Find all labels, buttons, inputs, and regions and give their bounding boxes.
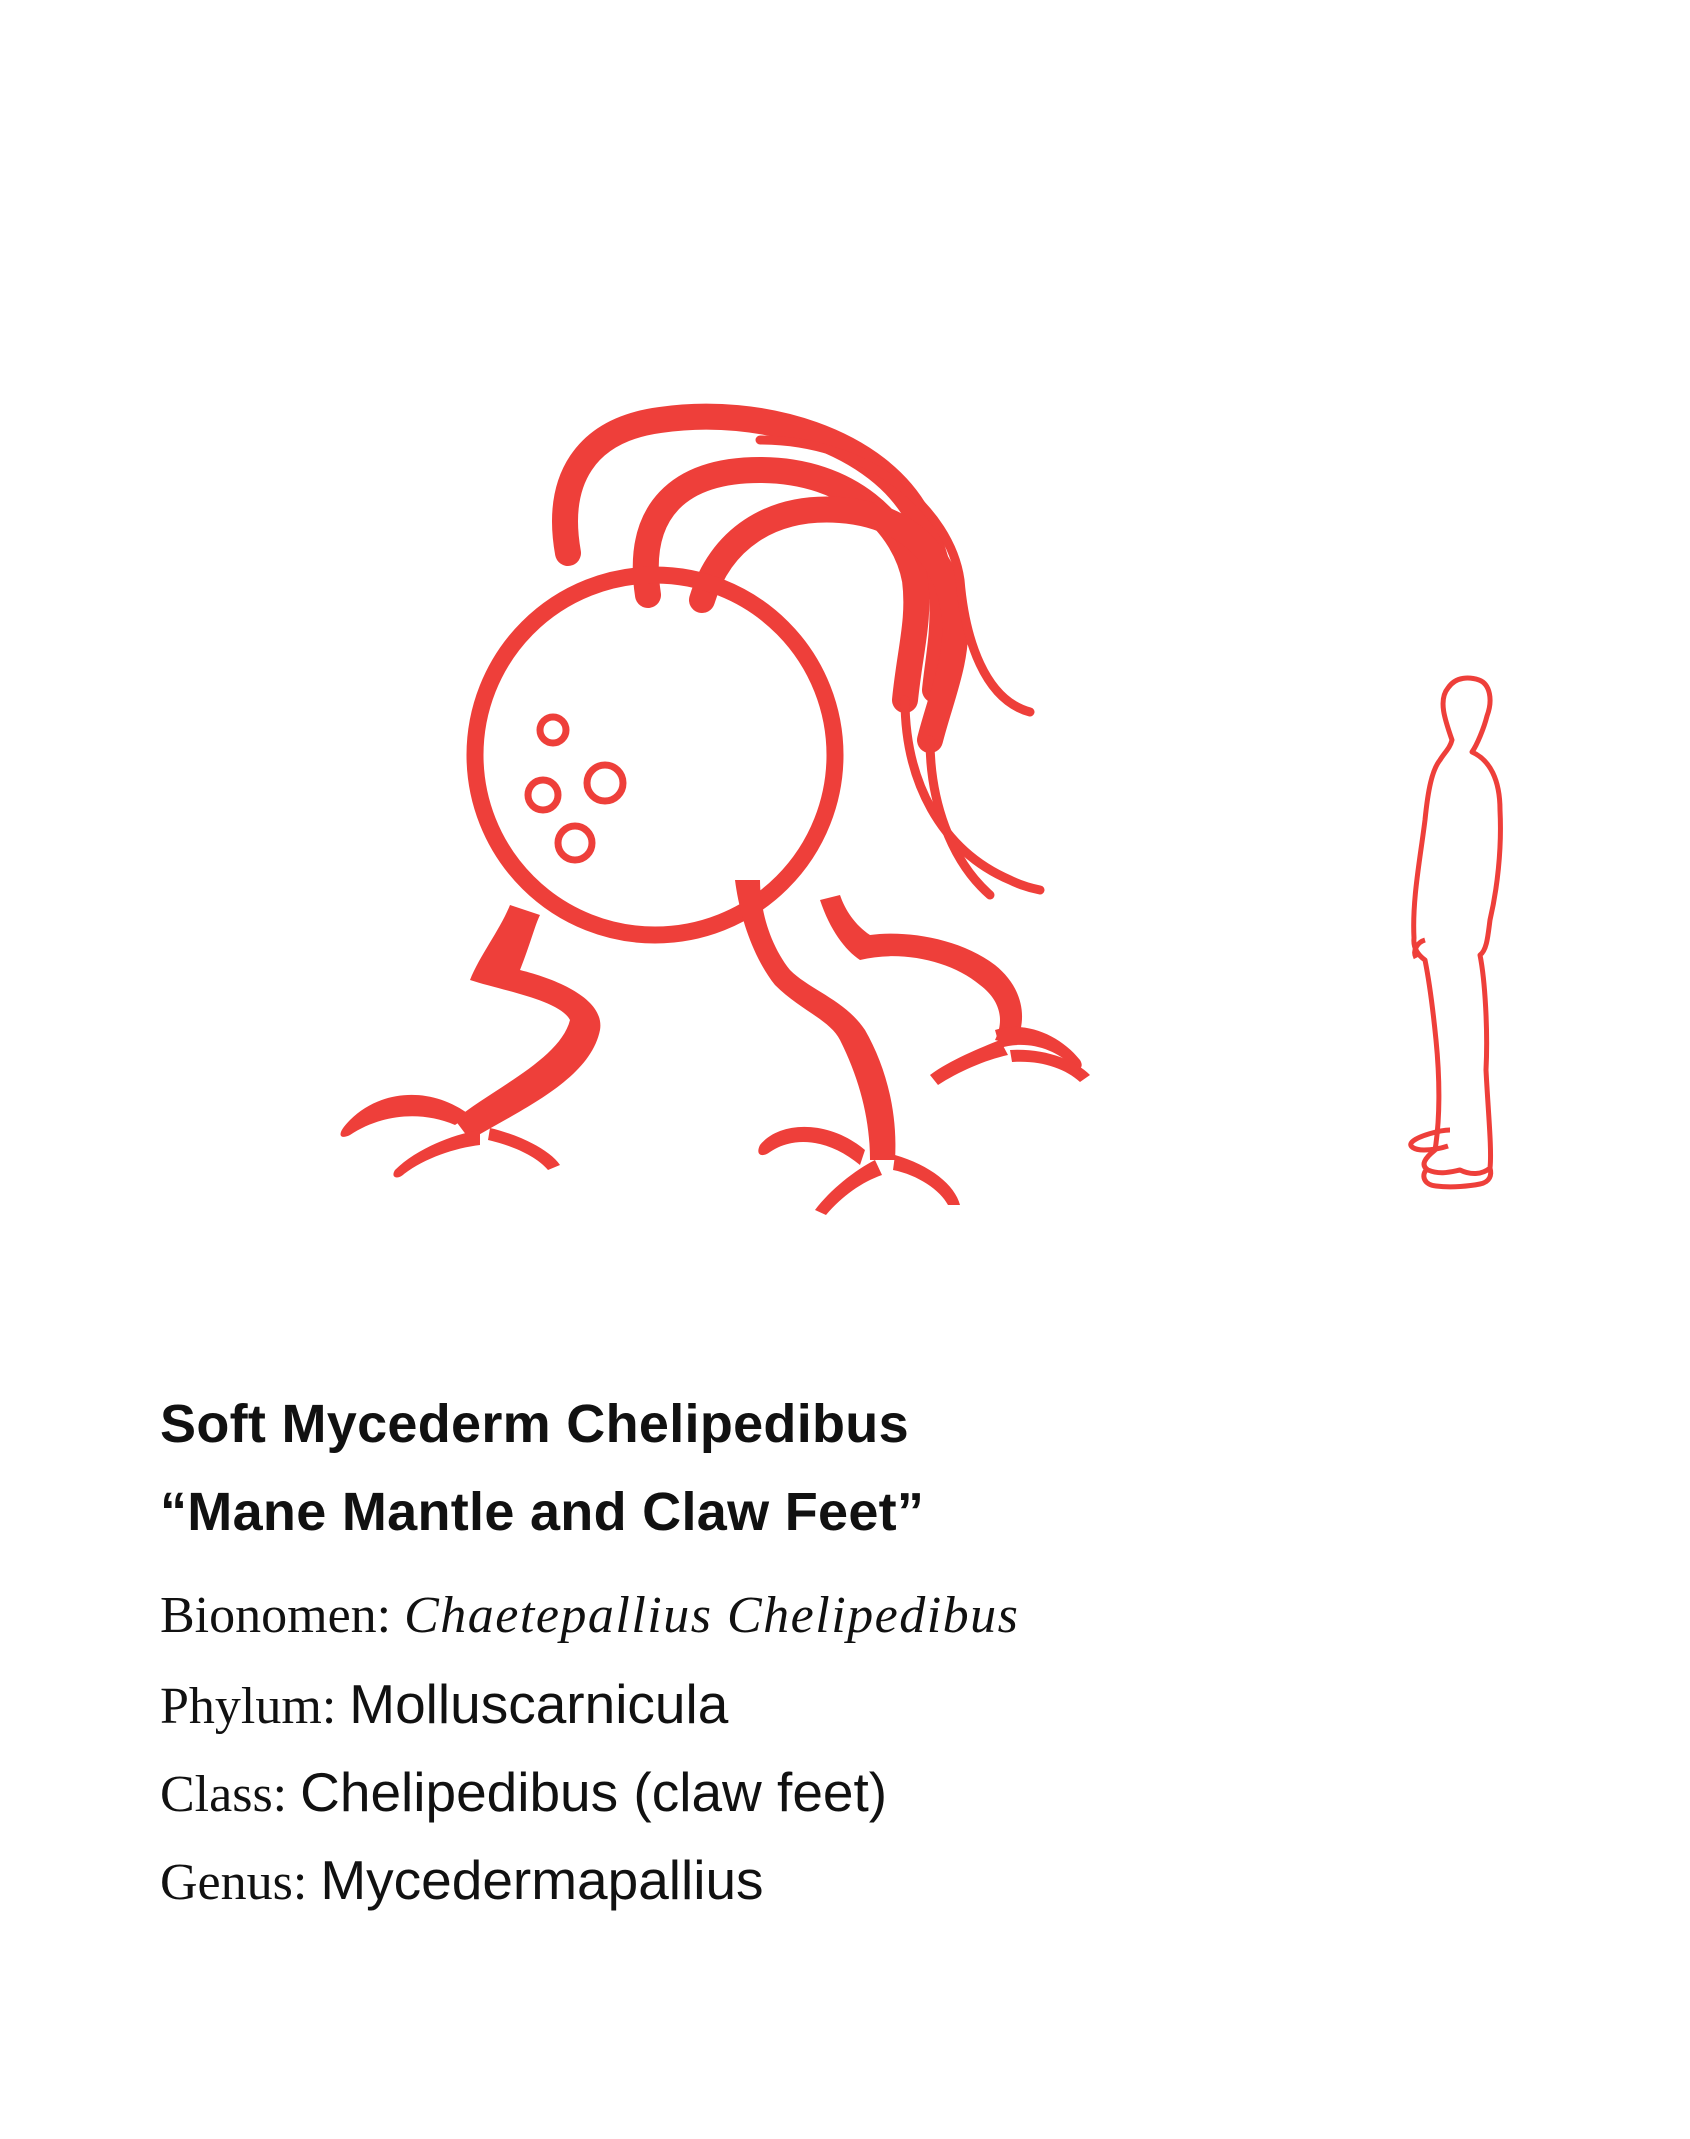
taxonomy-fields: Bionomen: Chaetepallius Chelipedibus Phy… (160, 1572, 1560, 1924)
specimen-nickname: “Mane Mantle and Claw Feet” (160, 1482, 925, 1542)
field-label-phylum: Phylum: (160, 1678, 350, 1735)
human-scale-silhouette-icon (1408, 675, 1503, 1190)
creature-mane (552, 403, 969, 753)
creature-leg-middle (735, 880, 960, 1215)
field-bionomen: Bionomen: Chaetepallius Chelipedibus (160, 1572, 1560, 1660)
field-value-class: Chelipedibus (claw feet) (300, 1761, 888, 1823)
field-value-phylum: Molluscarnicula (349, 1673, 729, 1735)
creature-body (466, 566, 844, 944)
creature-illustration (340, 403, 1090, 1215)
field-label-class: Class: (160, 1766, 301, 1823)
field-phylum: Phylum: Molluscarnicula (160, 1660, 1560, 1748)
field-class: Class: Chelipedibus (claw feet) (160, 1748, 1560, 1836)
creature-spots (524, 713, 627, 864)
creature-leg-left (340, 905, 601, 1178)
specimen-caption: Soft Mycederm Chelipedibus “Mane Mantle … (160, 1380, 1560, 1924)
creature-leg-right (820, 895, 1090, 1085)
specimen-title: Soft Mycederm Chelipedibus (160, 1394, 909, 1454)
field-value-genus: Mycedermapallius (320, 1849, 764, 1911)
creature-mane-thin (755, 435, 1045, 900)
field-label-bionomen: Bionomen: (160, 1587, 405, 1644)
field-value-bionomen: Chaetepallius Chelipedibus (404, 1587, 1020, 1644)
field-genus: Genus: Mycedermapallius (160, 1836, 1560, 1924)
illustration (340, 403, 1503, 1215)
field-label-genus: Genus: (160, 1854, 321, 1911)
